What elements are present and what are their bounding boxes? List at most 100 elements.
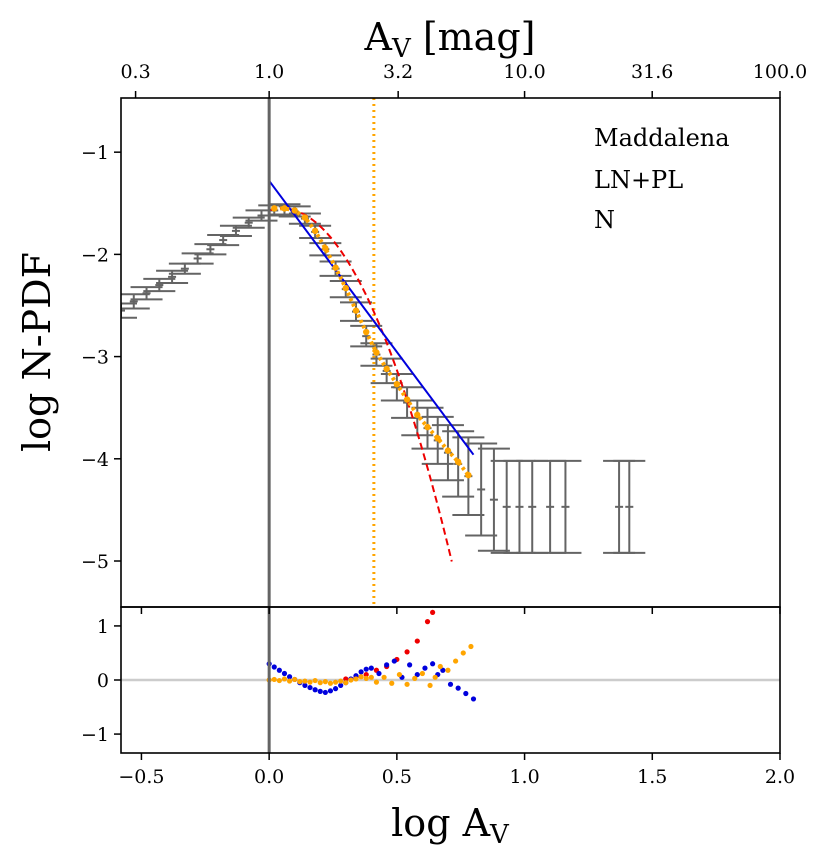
y-tick-label: −5 (81, 551, 109, 573)
residual-powerlaw-point (414, 671, 420, 678)
residual-combined-point (327, 680, 334, 686)
residual-combined-point (389, 680, 395, 686)
residual-powerlaw-point (430, 661, 436, 667)
top-tick-label: 0.3 (120, 61, 150, 83)
y-tick-label: −3 (81, 347, 109, 369)
data-errorbar (143, 277, 176, 293)
residual-combined-point (453, 658, 459, 664)
residual-combined-point (297, 679, 303, 685)
residual-combined-point (412, 675, 418, 681)
y-tick-label: −2 (81, 244, 109, 266)
residual-powerlaw-point (447, 681, 454, 687)
x-tick-label: 0.5 (382, 766, 412, 788)
residual-combined-point (381, 674, 387, 680)
residual-powerlaw-point (332, 686, 339, 692)
residual-combined-point (286, 678, 293, 684)
main-panel (121, 98, 646, 607)
residual-powerlaw-point (281, 670, 288, 677)
residual-powerlaw-point (271, 664, 277, 670)
y-tick-label: −1 (81, 142, 109, 164)
residual-powerlaw-point (407, 662, 413, 668)
residual-combined-point (302, 678, 308, 684)
x-axis-title: log AV (391, 801, 510, 850)
x-tick-label: −0.5 (118, 766, 164, 788)
residual-y-tick-label: 1 (97, 616, 109, 638)
residual-combined-point (432, 674, 438, 680)
data-errorbar (613, 459, 646, 554)
residual-powerlaw-point (384, 662, 390, 668)
residual-combined-point (322, 679, 328, 685)
residual-powerlaw-point (338, 682, 344, 689)
residual-combined-point (363, 675, 369, 681)
residual-powerlaw-point (463, 690, 469, 697)
axes-layer: −0.5 0.0 0.5 1.0 1.5 2.0 0.3 1.0 3.2 10.0 31.6 100.… (81, 61, 807, 788)
residual-combined-point (307, 679, 313, 685)
data-errorbar (121, 293, 150, 310)
data-errorbar (549, 459, 582, 554)
residual-combined-point (396, 671, 403, 678)
residual-lognormal-point (414, 638, 420, 644)
residual-powerlaw-point (376, 670, 382, 677)
residual-lognormal-point (343, 676, 349, 682)
annotation-region: Maddalena (594, 124, 730, 152)
residual-lognormal-point (424, 619, 431, 625)
residual-combined-point (317, 680, 323, 686)
residual-powerlaw-point (322, 689, 328, 696)
residual-combined-point (445, 667, 451, 673)
residual-y-tick-label: 0 (97, 670, 109, 692)
residual-powerlaw-point (312, 687, 318, 693)
residual-combined-point (312, 677, 318, 684)
y-tick-label: −4 (81, 449, 109, 471)
residual-combined-point (368, 674, 374, 680)
top-tick-label: 10.0 (503, 61, 545, 83)
residual-combined-point (338, 678, 344, 684)
residual-powerlaw-point (317, 688, 323, 694)
top-axis-title: AV [mag] (364, 15, 536, 64)
data-errorbar (156, 269, 189, 284)
residual-combined-point (468, 643, 474, 650)
residual-powerlaw-point (302, 682, 308, 689)
residual-combined-point (348, 677, 354, 683)
x-tick-label: 1.5 (637, 766, 667, 788)
residual-powerlaw-point (470, 696, 477, 702)
residual-combined-point (373, 679, 380, 685)
residual-powerlaw-point (358, 669, 364, 675)
data-errorbar (181, 252, 214, 265)
residual-powerlaw-point (422, 665, 428, 671)
x-tick-label: 1.0 (509, 766, 539, 788)
residual-powerlaw-point (327, 688, 334, 694)
data-errorbar (465, 442, 498, 537)
top-tick-label: 1.0 (254, 61, 284, 83)
powerlaw-fit-line (268, 180, 475, 456)
data-errorbar (477, 447, 510, 552)
x-tick-label: 0.0 (254, 766, 284, 788)
annotation-model: LN+PL (594, 166, 683, 194)
data-errorbar (232, 216, 265, 229)
residual-powerlaw-point (391, 658, 397, 664)
combined-model-curve (274, 206, 470, 477)
residual-combined-point (281, 676, 288, 682)
residual-combined-point (276, 677, 282, 684)
residual-combined-point (271, 676, 277, 683)
residual-y-tick-label: −1 (81, 724, 109, 746)
annotation-tracer: N (594, 206, 615, 234)
residual-combined-point (332, 679, 339, 685)
residual-combined-point (427, 682, 433, 689)
x-tick-label: 2.0 (765, 766, 795, 788)
lognormal-fit-curve (268, 207, 453, 562)
data-errorbar (130, 286, 163, 301)
residual-powerlaw-point (440, 667, 446, 673)
residual-combined-point (404, 681, 410, 687)
residual-powerlaw-point (368, 665, 374, 671)
data-errorbar (121, 302, 137, 319)
residual-powerlaw-point (286, 674, 293, 680)
residual-combined-point (419, 670, 426, 677)
top-tick-label: 31.6 (631, 61, 673, 83)
residual-lognormal-point (363, 671, 369, 678)
residual-combined-point (437, 663, 443, 670)
top-tick-label: 3.2 (383, 61, 413, 83)
residual-powerlaw-point (276, 667, 282, 673)
residual-powerlaw-point (455, 685, 461, 691)
residual-powerlaw-point (363, 666, 369, 672)
